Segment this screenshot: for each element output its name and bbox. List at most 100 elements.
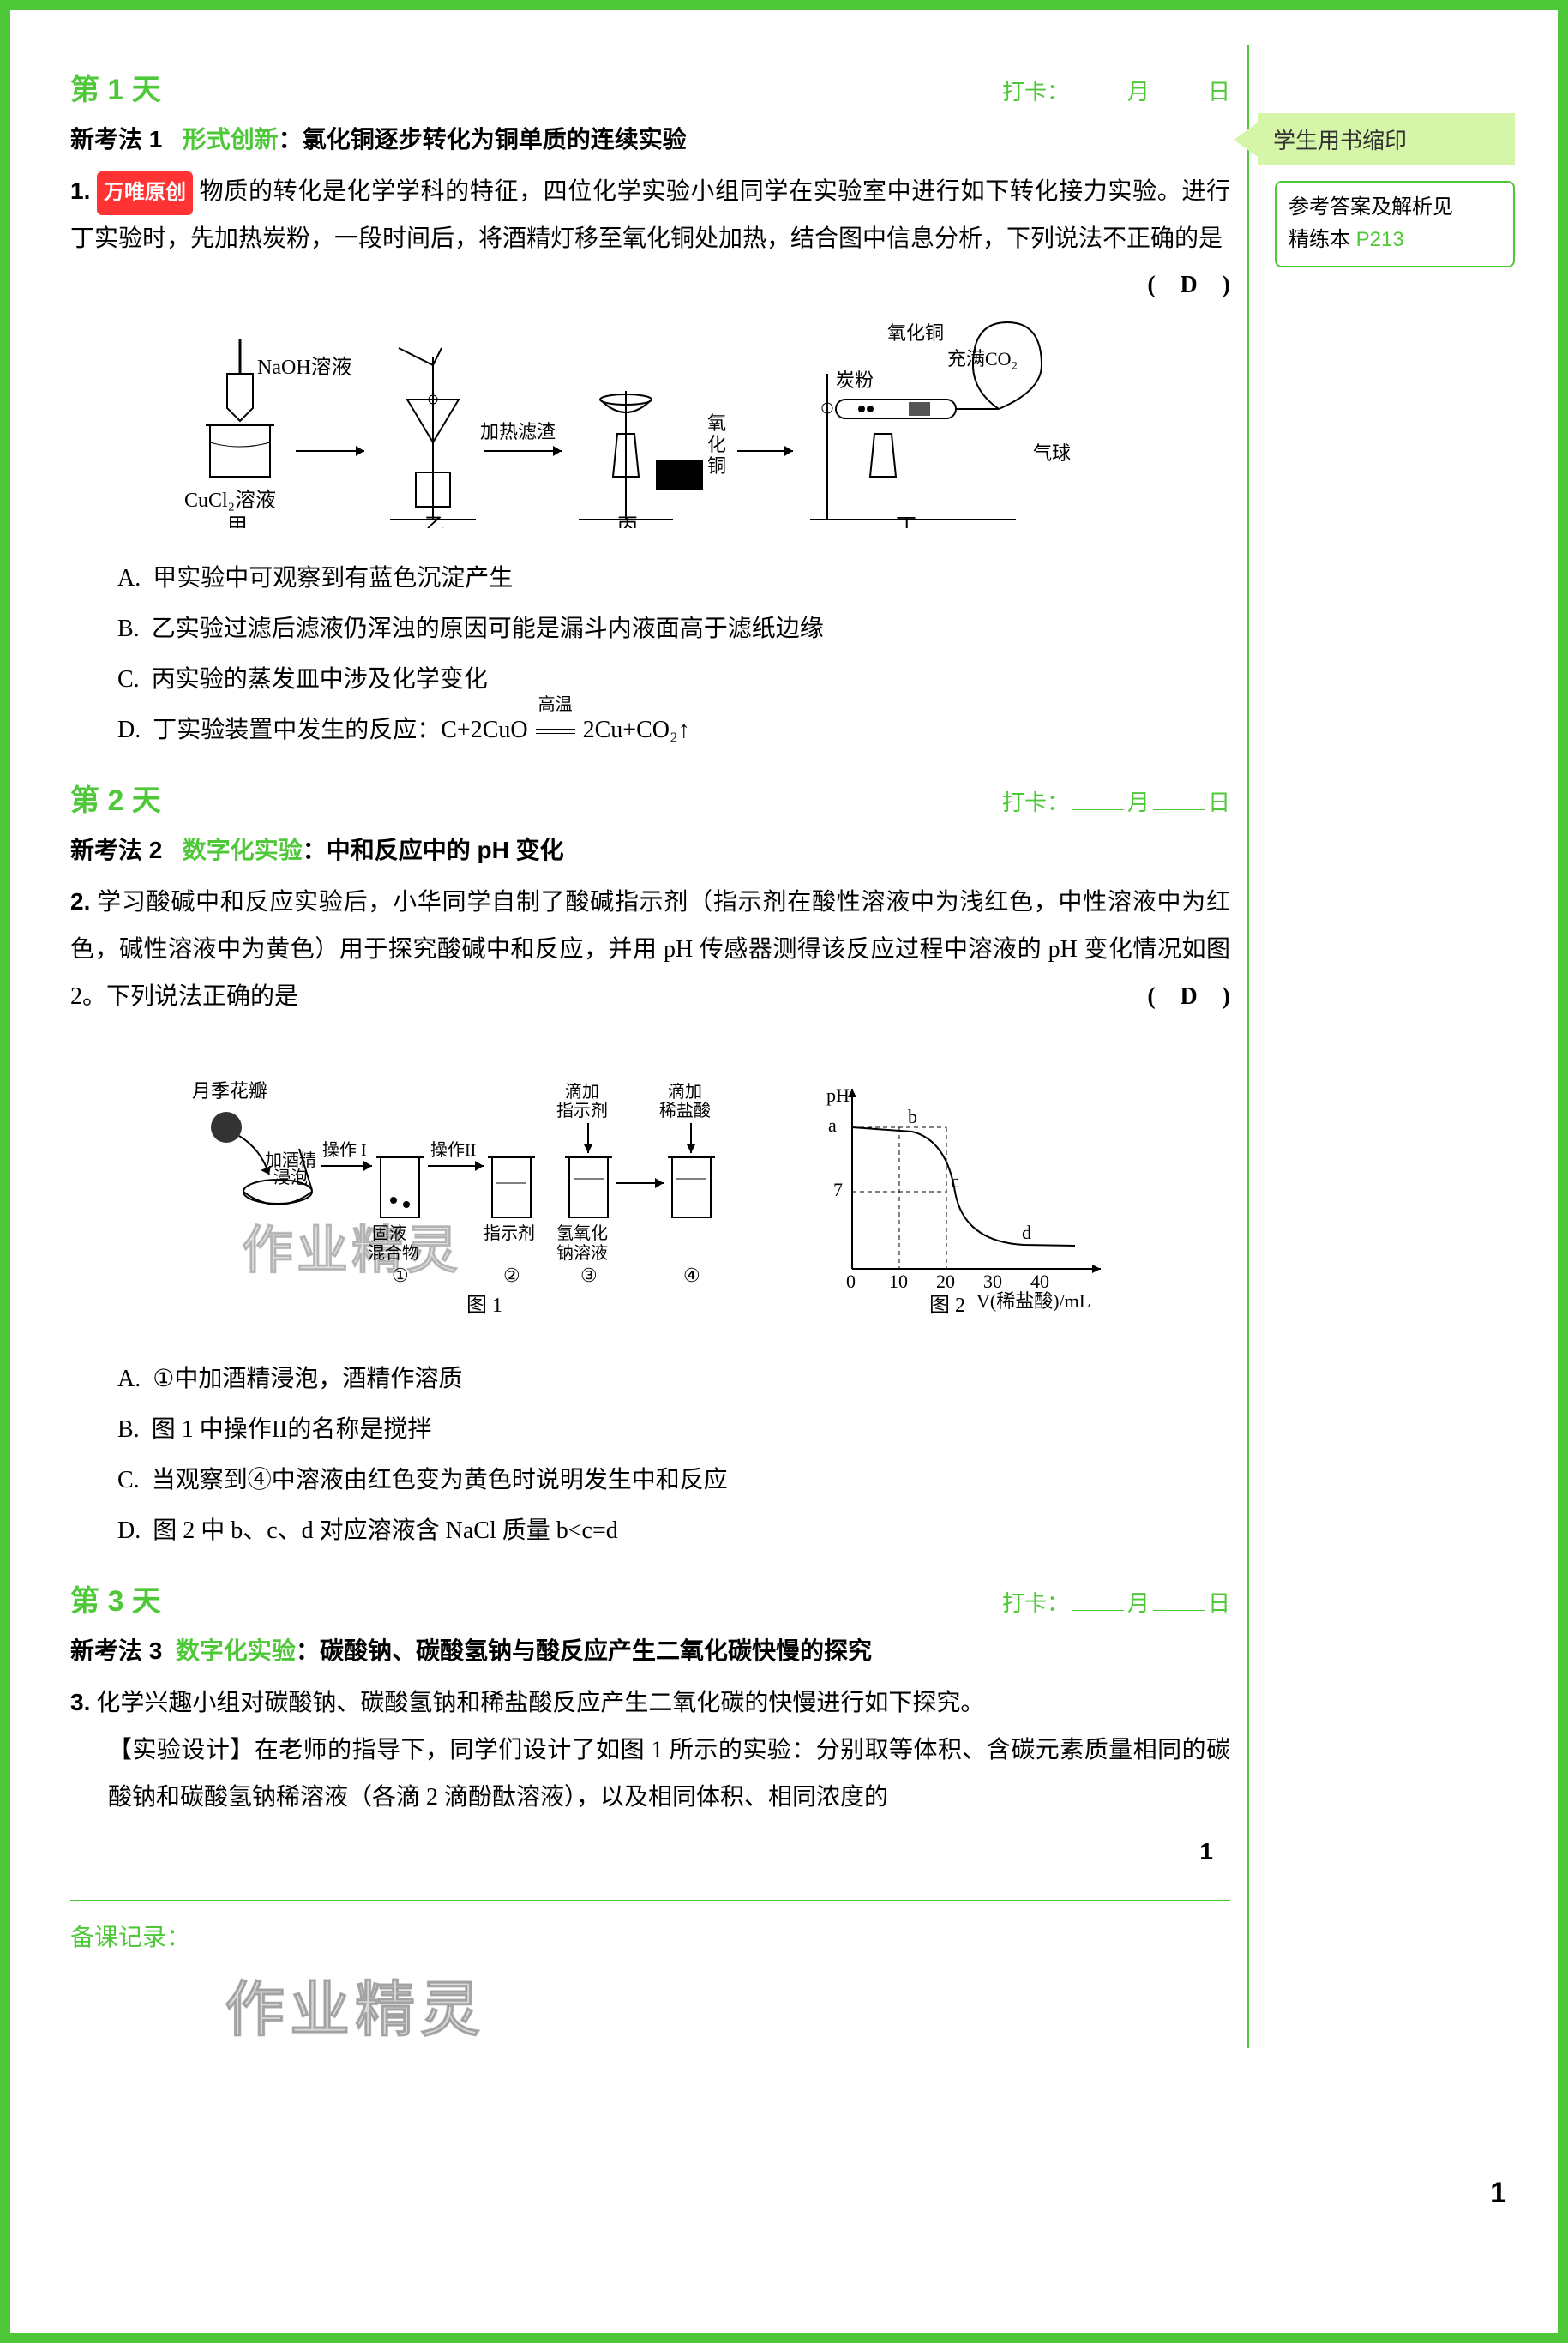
watermark: 作业精灵 [225, 1962, 1230, 2048]
q1-diagram-svg: CuCl₂溶液 甲 NaOH溶液 [141, 288, 1084, 528]
svg-text:化: 化 [707, 434, 726, 455]
chart-xlabel: V(稀盐酸)/mL [976, 1290, 1090, 1312]
svg-text:10: 10 [889, 1271, 908, 1292]
ref-line2: 精练本 P213 [1289, 224, 1501, 256]
f1-n2: ② [503, 1265, 520, 1286]
d1-cucl2: CuCl₂溶液 [184, 489, 276, 512]
sidebar: 学生用书缩印 参考答案及解析见 精练本 P213 [1275, 45, 1515, 2048]
page-number-large: 1 [70, 2177, 1515, 2210]
d1-bing: 丙 [617, 515, 638, 528]
q2-optD: D. 图 2 中 b、c、d 对应溶液含 NaCl 质量 b<c=d [117, 1506, 1230, 1557]
f1-ind: 指示剂 [484, 1223, 535, 1243]
chart-ylabel: pH [826, 1084, 850, 1106]
svg-text:d: d [1022, 1222, 1031, 1243]
f1-naoh: 氢氧化 [556, 1223, 608, 1243]
fig2-label: 图 2 [929, 1295, 965, 1317]
original-badge: 万唯原创 [97, 171, 193, 215]
q1-body: 物质的转化是化学学科的特征，四位化学实验小组同学在实验室中进行如下转化接力实验。… [70, 178, 1230, 252]
q2-text: 2. 学习酸碱中和反应实验后，小华同学自制了酸碱指示剂（指示剂在酸性溶液中为浅红… [70, 879, 1230, 1020]
q2-block: 2. 学习酸碱中和反应实验后，小华同学自制了酸碱指示剂（指示剂在酸性溶液中为浅红… [70, 879, 1230, 1556]
method2-header: 新考法 2 数字化实验：中和反应中的 pH 变化 [70, 832, 1230, 866]
d1-ding: 丁 [896, 515, 916, 528]
sidebar-refbox: 参考答案及解析见 精练本 P213 [1275, 181, 1515, 267]
q3-text: 3. 化学兴趣小组对碳酸钠、碳酸氢钠和稀盐酸反应产生二氧化碳的快慢进行如下探究。 [70, 1679, 1230, 1727]
method3-header: 新考法 3 数字化实验：碳酸钠、碳酸氢钠与酸反应产生二氧化碳快慢的探究 [70, 1632, 1230, 1667]
q1-optB: B. 乙实验过滤后滤液仍浑浊的原因可能是漏斗内液面高于滤纸边缘 [117, 604, 1230, 655]
d1-naoh: NaOH溶液 [257, 356, 352, 379]
checkin-prefix: 打卡： [1002, 80, 1069, 105]
q2-answer: ( D ) [1147, 974, 1230, 1021]
f1-op2: 操作II [430, 1140, 476, 1160]
q1-text: 1. 万唯原创 物质的转化是化学学科的特征，四位化学实验小组同学在实验室中进行如… [70, 168, 1230, 262]
svg-text:7: 7 [833, 1179, 843, 1200]
q1-optC: C. 丙实验的蒸发皿中涉及化学变化 [117, 655, 1230, 706]
footer-label: 备课记录： [70, 1919, 1230, 1953]
d1-cuo-v: 氧 [707, 412, 726, 434]
d1-filter: 加热滤渣 [480, 421, 556, 442]
svg-text:c: c [951, 1170, 959, 1192]
eq-over: 高温 [534, 706, 577, 756]
q1-answer-val: D [1168, 262, 1211, 309]
d1-balloon: 气球 [1033, 442, 1071, 464]
day2-checkin: 打卡：月日 [1002, 785, 1230, 817]
day1-header: 第 1 天 打卡： 月 日 [70, 66, 1230, 108]
q1-options: A. 甲实验中可观察到有蓝色沉淀产生 B. 乙实验过滤后滤液仍浑浊的原因可能是漏… [117, 554, 1230, 755]
d1-co2: 充满CO₂ [947, 348, 1018, 369]
svg-text:稀盐酸: 稀盐酸 [659, 1101, 711, 1120]
svg-text:20: 20 [936, 1271, 955, 1292]
q2-optC: C. 当观察到④中溶液由红色变为黄色时说明发生中和反应 [117, 1456, 1230, 1506]
svg-text:0: 0 [846, 1271, 856, 1292]
svg-text:铜: 铜 [707, 455, 726, 477]
footer-section: 备课记录： 作业精灵 [70, 1900, 1230, 2048]
page-number-small: 1 [70, 1838, 1230, 1865]
f1-n4: ④ [683, 1265, 700, 1286]
svg-text:浸泡: 浸泡 [273, 1168, 308, 1187]
d1-yi: 乙 [424, 515, 445, 528]
d1-carbon: 炭粉 [836, 369, 874, 391]
svg-text:钠溶液: 钠溶液 [556, 1243, 608, 1263]
q2-optA: A. ①中加酒精浸泡，酒精作溶质 [117, 1355, 1230, 1405]
q1-answer: ( D ) [1147, 262, 1230, 309]
ref-line1: 参考答案及解析见 [1289, 191, 1501, 224]
q2-diagram: 月季花瓣 加酒精 浸泡 操作 I [70, 1037, 1230, 1337]
f1-petal: 月季花瓣 [192, 1080, 267, 1102]
q1-num: 1. [70, 177, 90, 204]
month-label: 月 [1127, 80, 1150, 105]
f1-op1: 操作 I [322, 1140, 367, 1160]
q1-optD: D. 丁实验装置中发生的反应：C+2CuO 高温 2Cu+CO₂↑ [117, 706, 1230, 756]
watermark-inline: 作业精灵 [242, 1209, 461, 1283]
svg-text:30: 30 [983, 1271, 1002, 1292]
f1-n3: ③ [580, 1265, 598, 1286]
day-label: 日 [1208, 80, 1230, 105]
day3-header: 第 3 天 打卡：月日 [70, 1577, 1230, 1619]
content-wrapper: 第 1 天 打卡：月日 新考法 1 形式创新：氯化铜逐步转化为铜单质的连续实验 … [70, 45, 1515, 2048]
fig1-label: 图 1 [466, 1295, 502, 1317]
d1-jia: 甲 [227, 515, 248, 528]
svg-text:40: 40 [1030, 1271, 1049, 1292]
f1-drophcl: 滴加 [668, 1082, 702, 1102]
day2-header: 第 2 天 打卡：月日 [70, 777, 1230, 819]
f1-dropind: 滴加 [565, 1082, 599, 1102]
svg-text:a: a [828, 1114, 837, 1136]
q2-options: A. ①中加酒精浸泡，酒精作溶质 B. 图 1 中操作II的名称是搅拌 C. 当… [117, 1355, 1230, 1556]
q1-optA: A. 甲实验中可观察到有蓝色沉淀产生 [117, 554, 1230, 604]
svg-text:指示剂: 指示剂 [556, 1101, 608, 1120]
q2-optB: B. 图 1 中操作II的名称是搅拌 [117, 1405, 1230, 1456]
q1-diagram: CuCl₂溶液 甲 NaOH溶液 [70, 279, 1230, 537]
d1-cuo: 氧化铜 [887, 322, 944, 344]
day1-checkin: 打卡： 月 日 [1002, 75, 1230, 106]
main-content: 第 1 天 打卡：月日 新考法 1 形式创新：氯化铜逐步转化为铜单质的连续实验 … [70, 45, 1249, 2048]
method1-type: 形式创新 [183, 126, 279, 153]
method1-label: 新考法 1 [70, 126, 162, 153]
f1-alcohol: 加酒精 [265, 1150, 316, 1170]
day1-title: 第 1 天 [70, 66, 161, 108]
page-border: 第 1 天 打卡：月日 新考法 1 形式创新：氯化铜逐步转化为铜单质的连续实验 … [0, 0, 1568, 2343]
q2-diagram-svg: 月季花瓣 加酒精 浸泡 操作 I [158, 1046, 1144, 1329]
q3-block: 3. 化学兴趣小组对碳酸钠、碳酸氢钠和稀盐酸反应产生二氧化碳的快慢进行如下探究。… [70, 1679, 1230, 1821]
day2-title: 第 2 天 [70, 777, 161, 819]
sidebar-callout: 学生用书缩印 [1258, 113, 1515, 165]
q3-text2: 【实验设计】在老师的指导下，同学们设计了如图 1 所示的实验：分别取等体积、含碳… [70, 1727, 1230, 1821]
method1-header: 新考法 1 形式创新：氯化铜逐步转化为铜单质的连续实验 [70, 121, 1230, 155]
method1-title: ：氯化铜逐步转化为铜单质的连续实验 [279, 126, 687, 153]
svg-text:b: b [908, 1106, 917, 1127]
